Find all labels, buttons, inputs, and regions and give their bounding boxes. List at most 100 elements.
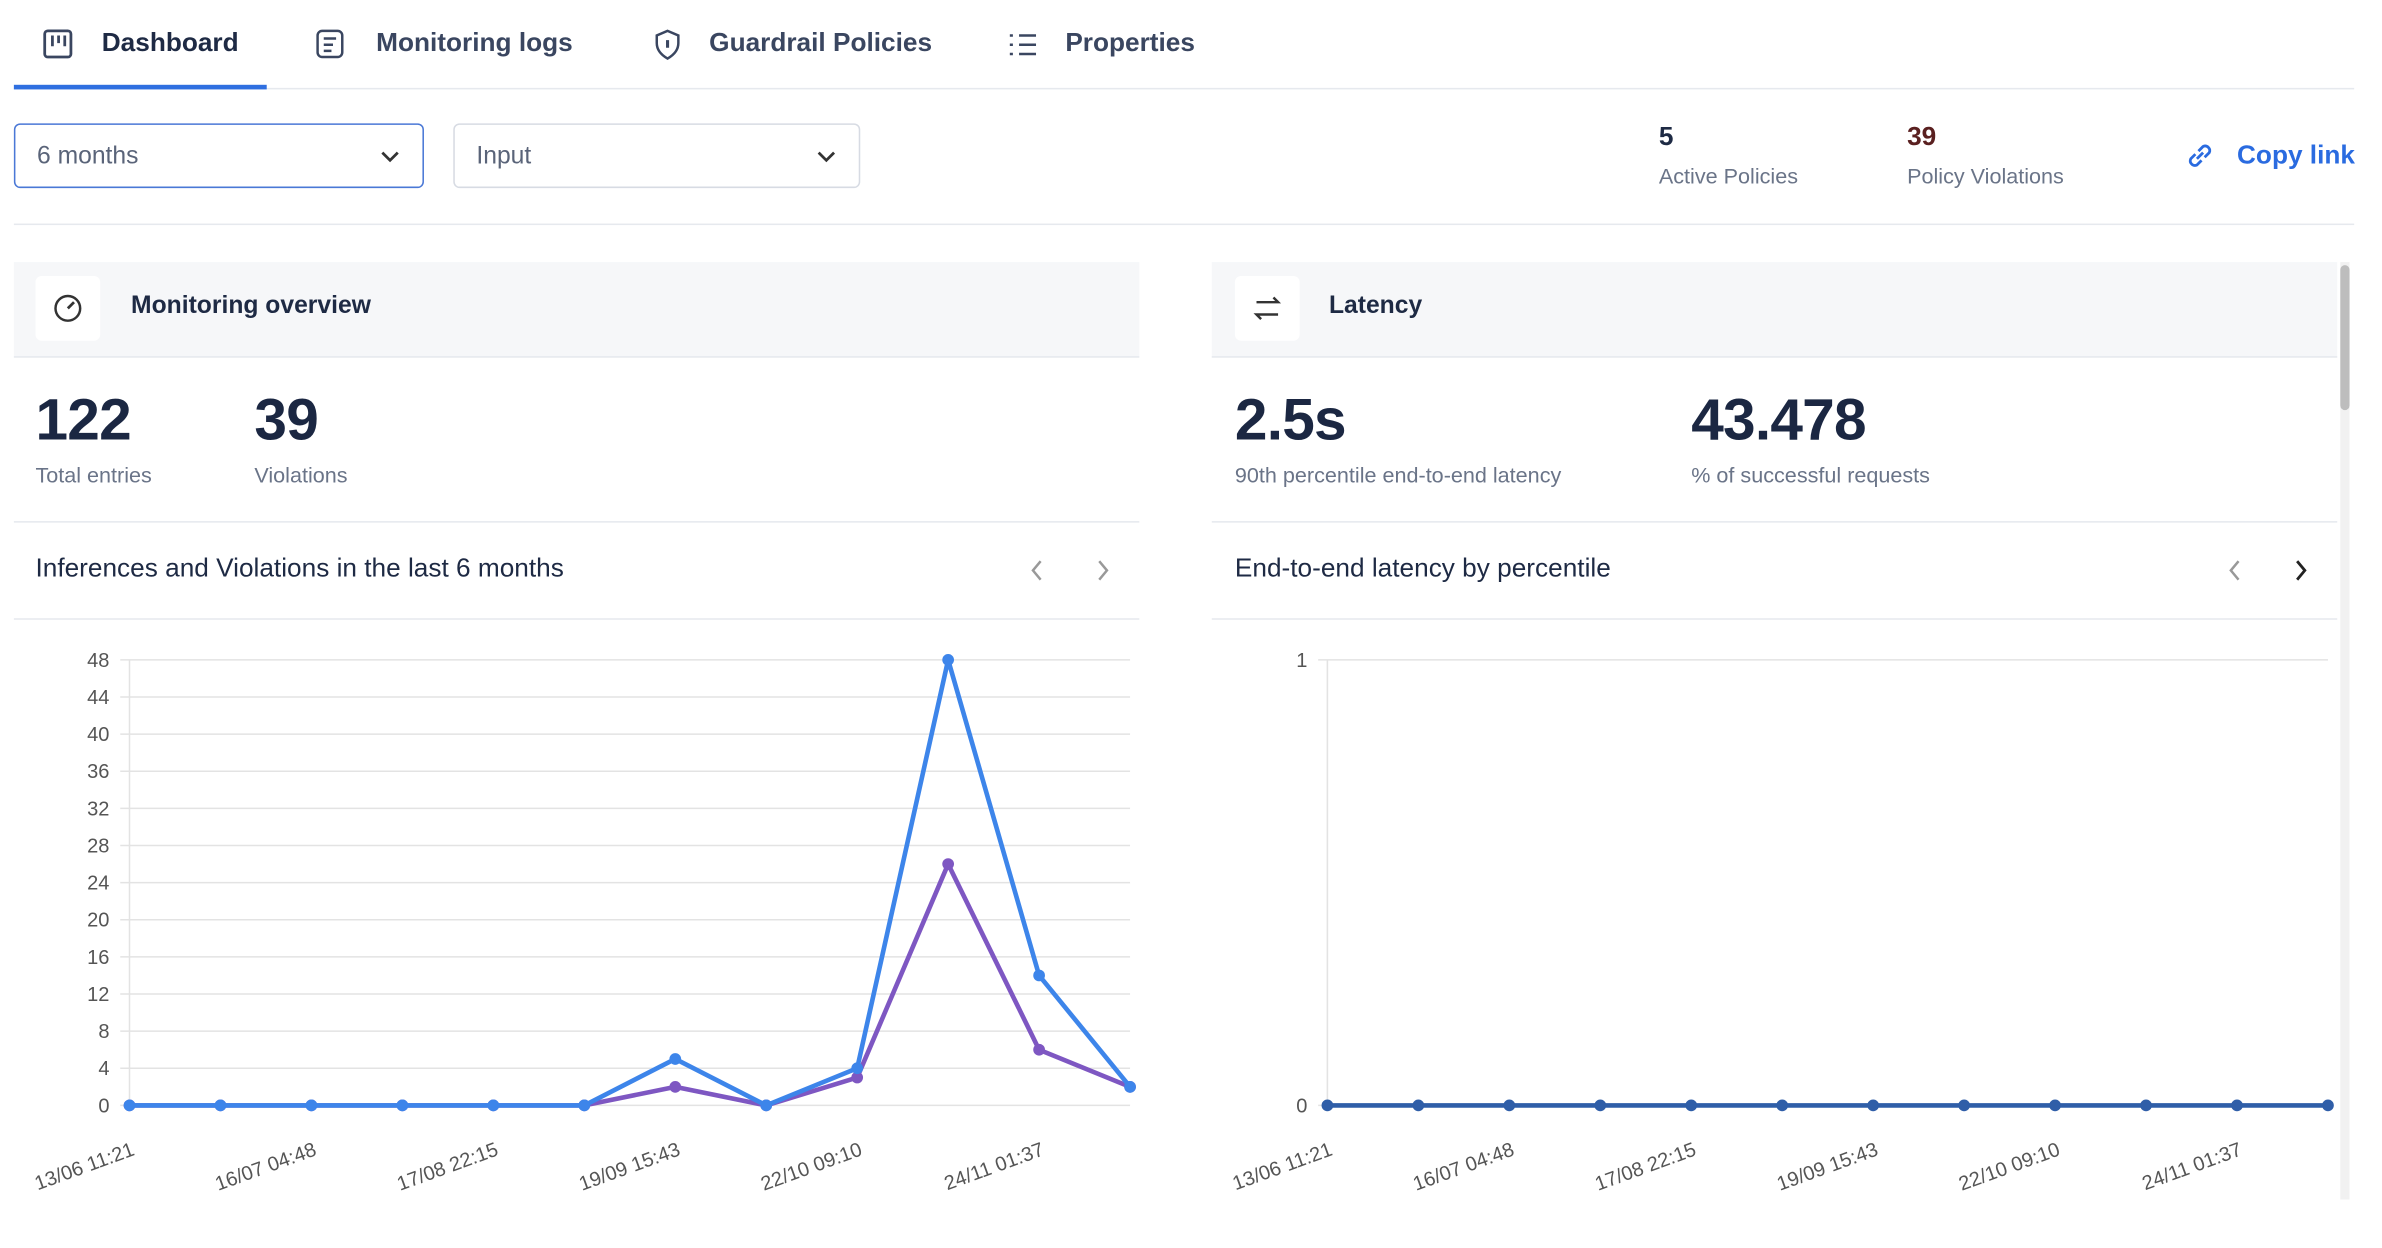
divider: [13, 87, 2355, 90]
data-point: [487, 1099, 500, 1112]
y-tick-label: 48: [87, 650, 109, 672]
y-tick-label: 36: [87, 761, 109, 783]
x-tick-label: 22/10 09:10: [1956, 1139, 2063, 1196]
y-tick-label: 0: [98, 1095, 109, 1117]
metric-value: 2.5s: [1234, 388, 1347, 454]
y-tick-label: 28: [87, 835, 109, 857]
y-tick-label: 16: [87, 947, 109, 969]
x-tick-label: 13/06 11:21: [1230, 1139, 1336, 1195]
tab-icon: [655, 29, 680, 61]
metric-label: % of successful requests: [1691, 462, 1930, 488]
metric-value: 39: [254, 388, 319, 454]
data-point: [1503, 1099, 1516, 1112]
dropdown[interactable]: 6 months: [13, 123, 424, 189]
y-tick-label: 0: [1296, 1095, 1307, 1117]
data-point: [1594, 1099, 1607, 1112]
tab-icon: [43, 29, 73, 59]
data-point: [760, 1099, 773, 1112]
data-point: [1776, 1099, 1789, 1112]
stat-value: 39: [1907, 121, 1937, 152]
data-point: [1124, 1080, 1136, 1093]
scrollbar-thumb[interactable]: [2340, 265, 2350, 411]
data-point: [942, 858, 955, 870]
tab-icon: [1009, 34, 1037, 56]
data-point: [214, 1099, 227, 1112]
data-point: [669, 1080, 682, 1093]
metric-label: Violations: [254, 462, 348, 488]
data-point: [1412, 1099, 1425, 1112]
data-point: [2322, 1099, 2334, 1112]
y-tick-label: 12: [87, 984, 109, 1006]
chart-title: End-to-end latency by percentile: [1234, 553, 1611, 583]
data-point: [2049, 1099, 2061, 1112]
tab[interactable]: Guardrail Policies: [709, 27, 933, 58]
x-tick-label: 17/08 22:15: [394, 1139, 501, 1196]
stat-value: 5: [1658, 121, 1674, 152]
chart-title: Inferences and Violations in the last 6 …: [35, 553, 564, 583]
data-point: [1958, 1099, 1970, 1112]
chevron: [817, 151, 836, 163]
data-point: [1867, 1099, 1880, 1112]
data-point: [2140, 1099, 2152, 1112]
gauge-icon: [54, 294, 82, 322]
data-point: [1033, 969, 1045, 982]
panel-header: [13, 262, 1140, 358]
metric-label: Total entries: [35, 462, 152, 488]
stat-label: Active Policies: [1658, 163, 1799, 189]
metric-value: 122: [35, 388, 131, 454]
data-point: [1685, 1099, 1698, 1112]
tab-icon: [316, 29, 344, 59]
y-tick-label: 4: [98, 1058, 109, 1080]
x-tick-label: 22/10 09:10: [758, 1139, 865, 1196]
dropdown-value: Input: [476, 143, 532, 170]
data-point: [396, 1099, 409, 1112]
swap-icon: [1253, 296, 1282, 321]
dropdown-value: 6 months: [37, 143, 139, 170]
icon-box: [1234, 275, 1300, 341]
copy-link[interactable]: Copy link: [2237, 140, 2355, 170]
icon-box: [35, 275, 101, 341]
tab[interactable]: Dashboard: [101, 27, 239, 58]
data-point: [851, 1062, 864, 1075]
y-tick-label: 40: [87, 724, 109, 746]
data-point: [578, 1099, 591, 1112]
chevron: [381, 151, 399, 163]
tab-underline: [13, 84, 267, 90]
metric-value: 43.478: [1691, 388, 1866, 454]
data-point: [1321, 1099, 1334, 1112]
data-point: [123, 1099, 136, 1112]
y-tick-label: 24: [87, 873, 109, 895]
stat-label: Policy Violations: [1907, 163, 2064, 189]
pager[interactable]: [1024, 558, 1117, 583]
divider: [13, 223, 2355, 226]
data-point: [669, 1053, 682, 1065]
panel-header: [1211, 262, 2338, 358]
y-tick-label: 20: [87, 910, 109, 932]
tab[interactable]: Monitoring logs: [376, 27, 573, 58]
x-tick-label: 19/09 15:43: [576, 1139, 683, 1196]
x-tick-label: 24/11 01:37: [2139, 1139, 2245, 1195]
x-tick-label: 24/11 01:37: [941, 1139, 1047, 1195]
panel-title: Latency: [1328, 292, 1423, 320]
y-tick-label: 32: [87, 798, 109, 820]
divider: [1211, 521, 2338, 523]
x-tick-label: 16/07 04:48: [1410, 1139, 1517, 1196]
y-tick-label: 44: [87, 687, 109, 709]
data-point: [1033, 1043, 1045, 1056]
dropdown[interactable]: Input: [453, 123, 861, 189]
series-line: [129, 861, 1131, 1108]
data-point: [305, 1099, 318, 1112]
data-point: [851, 1071, 864, 1084]
divider: [13, 521, 1140, 523]
series-line: [129, 657, 1132, 1108]
metric-label: 90th percentile end-to-end latency: [1234, 462, 1562, 488]
tab[interactable]: Properties: [1065, 27, 1195, 58]
pager[interactable]: [2222, 558, 2315, 583]
scrollbar-track: [2340, 262, 2350, 1200]
y-tick-label: 8: [98, 1021, 109, 1043]
data-point: [942, 653, 955, 666]
divider: [1211, 618, 2338, 620]
